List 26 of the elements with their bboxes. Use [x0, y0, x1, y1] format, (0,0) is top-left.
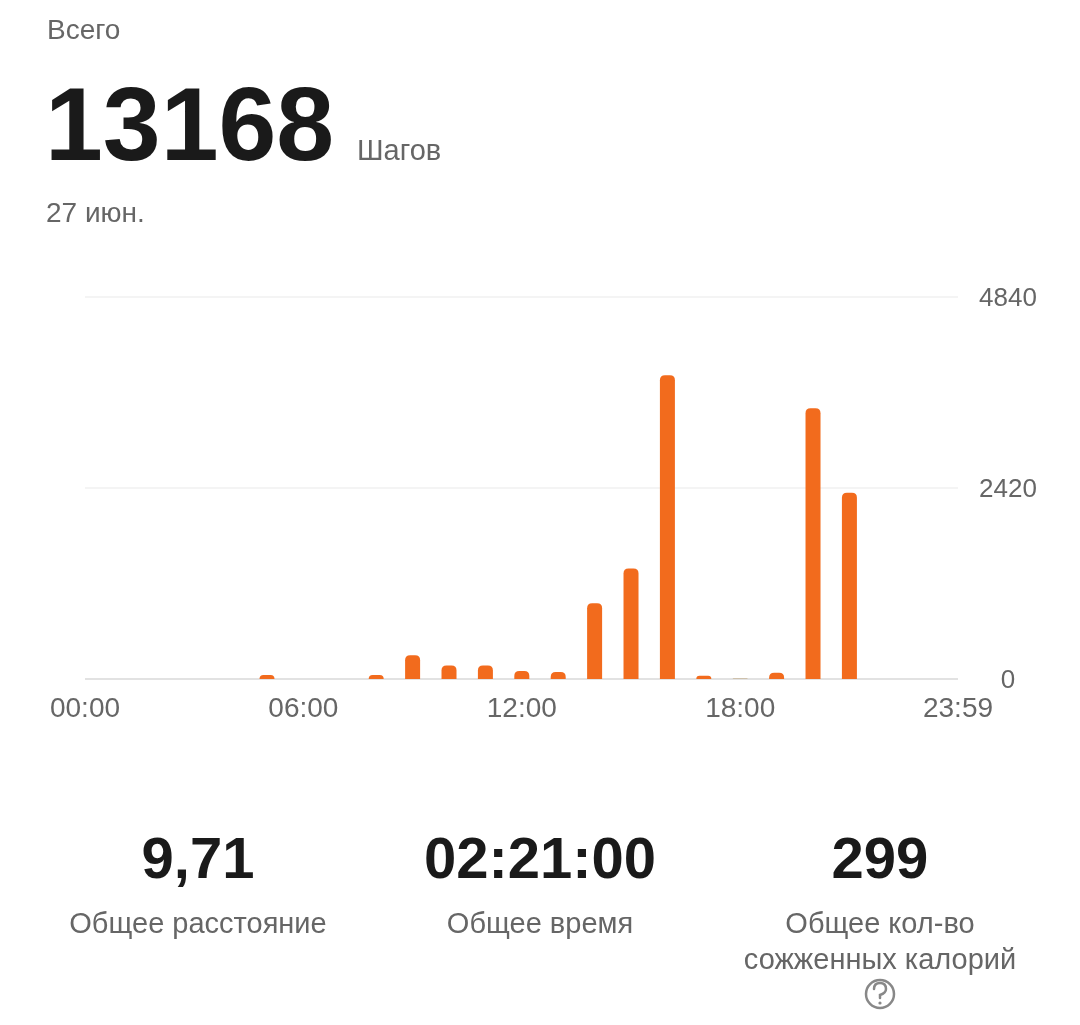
x-tick-label: 00:00 — [49, 692, 121, 723]
y-tick-label: 4840 — [979, 282, 1037, 312]
x-tick-label: 06:00 — [268, 692, 339, 723]
y-tick-label: 2420 — [979, 473, 1037, 503]
bar — [841, 492, 857, 679]
bar — [587, 603, 603, 679]
y-tick-label: 0 — [1000, 664, 1016, 694]
bar — [659, 375, 675, 679]
text: 9,71 — [141, 825, 255, 890]
x-tick-label: 23:59 — [922, 692, 994, 723]
text: Шагов — [357, 134, 442, 166]
bar — [623, 568, 639, 679]
bar — [405, 655, 421, 679]
bar — [805, 408, 821, 679]
text: Общее время — [446, 907, 634, 939]
x-tick-label: 12:00 — [486, 692, 557, 723]
text: 13168 — [45, 66, 335, 182]
bar — [441, 665, 457, 679]
x-tick-label: 18:00 — [705, 692, 776, 723]
chart-title: Всего — [47, 14, 121, 45]
text: 02:21:00 — [423, 825, 657, 890]
text: Общее расстояние — [69, 907, 327, 939]
text: 299 — [831, 825, 929, 890]
chart-subtitle: 27 июн. — [46, 197, 145, 228]
bar — [477, 665, 493, 679]
text: Общее кол-во сожженных калорий — [743, 907, 1017, 975]
